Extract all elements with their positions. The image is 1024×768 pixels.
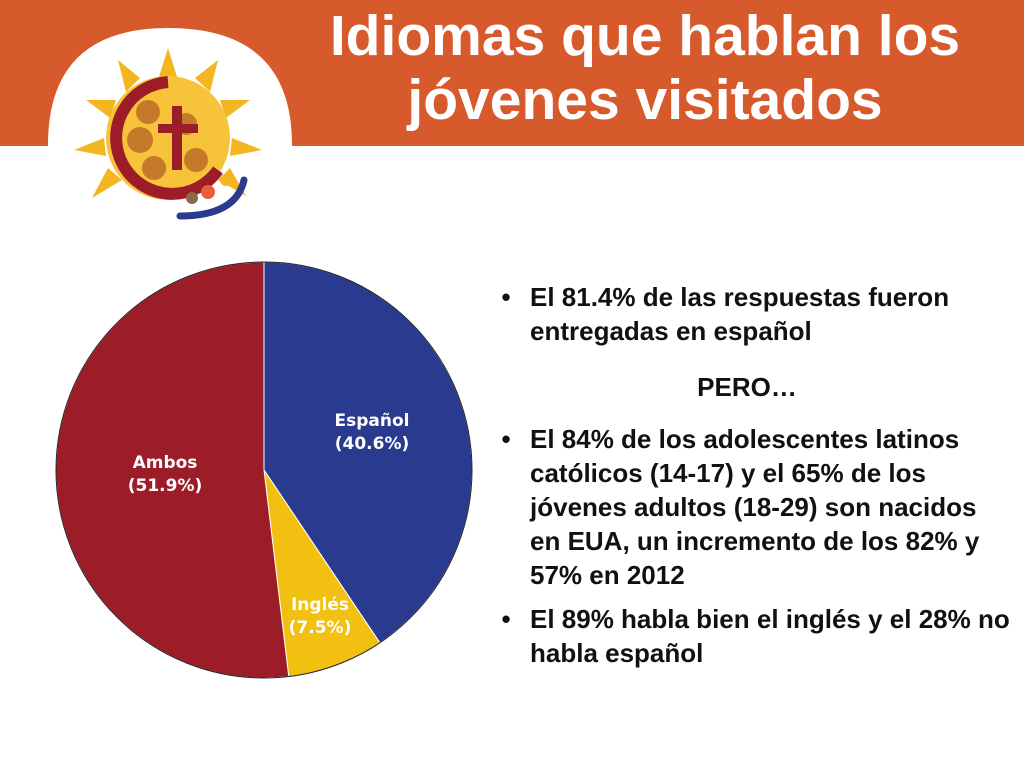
pie-value-label: (51.9%) xyxy=(128,476,203,496)
pie-chart: Español (40.6%) Inglés (7.5%) Ambos (51.9%) xyxy=(40,250,490,690)
pie-value-label: (40.6%) xyxy=(335,434,410,454)
bullet-marker: • xyxy=(501,604,511,634)
bullet-item: • El 81.4% de las respuestas fueron entr… xyxy=(482,280,1012,348)
title-line-2: jóvenes visitados xyxy=(407,68,883,132)
bullet-text: El 89% habla bien el inglés y el 28% no … xyxy=(530,604,1010,668)
pie-label: Inglés xyxy=(291,595,349,615)
pie-label: Español xyxy=(335,411,410,431)
ministry-logo-icon xyxy=(40,20,300,235)
bullet-item: • El 84% de los adolescentes latinos cat… xyxy=(482,422,1012,592)
title-line-1: Idiomas que hablan los xyxy=(329,4,961,68)
bullet-text: El 81.4% de las respuestas fueron entreg… xyxy=(530,282,950,346)
pie-value-label: (7.5%) xyxy=(289,618,352,638)
pero-text: PERO… xyxy=(697,372,797,402)
pie-label: Ambos xyxy=(133,453,198,473)
bullet-marker: • xyxy=(501,282,511,312)
bullet-marker: • xyxy=(501,424,511,454)
bullet-text: El 84% de los adolescentes latinos catól… xyxy=(530,424,980,590)
pie-outline xyxy=(55,261,473,679)
bullet-item: • El 89% habla bien el inglés y el 28% n… xyxy=(482,602,1012,670)
page-title: Idiomas que hablan los jóvenes visitados xyxy=(270,4,1020,132)
bullet-list: • El 81.4% de las respuestas fueron entr… xyxy=(482,280,1012,670)
